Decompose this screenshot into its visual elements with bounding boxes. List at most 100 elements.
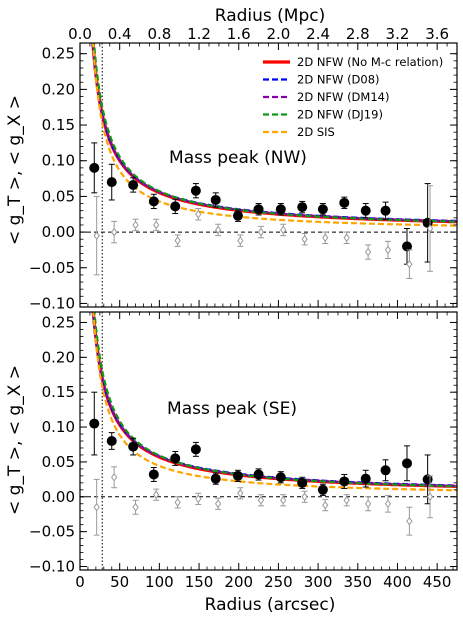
top-tick-label: 3.6: [425, 25, 449, 43]
tangential-point: [253, 203, 264, 216]
legend-label: 2D NFW (No M-c relation): [297, 55, 443, 69]
tangential-point: [210, 472, 221, 485]
tangential-point: [170, 198, 181, 215]
cross-point: [93, 478, 100, 536]
cross-point: [153, 218, 160, 232]
cross-point: [111, 220, 118, 244]
tangential-point: [106, 432, 117, 450]
top-axis: 0.0 0.4 0.8 1.2 1.6 2.0 2.4 2.8 3.2 3.6: [68, 25, 449, 43]
cross-point: [384, 494, 392, 513]
bottom-tick-label: 0: [75, 573, 85, 591]
y-tick-label: 0.05: [42, 187, 75, 205]
cross-point: [237, 487, 244, 500]
tangential-point: [380, 459, 391, 482]
tangential-point: [89, 142, 100, 194]
top-axis-label: Radius (Mpc): [215, 6, 325, 26]
cross-point: [132, 499, 139, 515]
tangential-point: [401, 445, 412, 482]
y-tick-label: 0.25: [42, 45, 75, 63]
tangential-point: [401, 228, 412, 265]
bottom-axis-label: Radius (arcsec): [205, 595, 336, 615]
top-tick-label: 0.0: [68, 25, 92, 43]
top-tick-label: 0.4: [108, 25, 132, 43]
bottom-tick-label: 50: [110, 573, 129, 591]
y-tick-label: 0.20: [42, 80, 75, 98]
data-points: [89, 142, 434, 279]
cross-point: [111, 466, 118, 489]
bottom-tick-label: 200: [224, 573, 253, 591]
tangential-point: [317, 203, 328, 216]
tangential-point: [380, 201, 391, 220]
top-tick-label: 3.2: [386, 25, 410, 43]
bottom-tick-label: 300: [304, 573, 333, 591]
legend-label: 2D NFW (DM14): [297, 90, 389, 104]
model-curve-4: [92, 43, 457, 223]
panel-label: Mass peak (SE): [167, 399, 297, 419]
tangential-point: [128, 437, 139, 456]
panel-axes: −0.10 −0.05 0.00 0.05 0.10 0.15 0.20 0.25: [29, 311, 458, 576]
bottom-tick-label: 150: [185, 573, 214, 591]
tangential-point: [275, 203, 286, 216]
model-curves: [80, 312, 457, 570]
top-tick-label: 0.8: [147, 25, 171, 43]
legend-label: 2D NFW (DJ19): [297, 108, 383, 122]
tangential-point: [89, 391, 100, 456]
tangential-point: [148, 466, 159, 482]
tangential-point: [339, 196, 350, 210]
cross-point: [301, 233, 308, 246]
y-tick-label: 0.00: [42, 488, 75, 506]
model-curve-5: [91, 43, 457, 227]
tangential-point: [339, 473, 350, 489]
y-tick-label: −0.05: [29, 523, 75, 541]
cross-point: [153, 488, 160, 501]
tangential-point: [190, 183, 201, 199]
cross-point: [406, 506, 413, 536]
cross-point: [280, 494, 287, 507]
tangential-point: [190, 441, 201, 457]
cross-point: [257, 494, 265, 507]
tangential-point: [210, 192, 221, 208]
top-tick-label: 1.6: [227, 25, 251, 43]
y-axis-label: < g_T >, < g_X >: [5, 95, 25, 245]
tangential-point: [253, 468, 264, 481]
cross-point: [214, 497, 222, 510]
y-tick-label: 0.00: [42, 223, 75, 241]
cross-point: [132, 218, 139, 232]
y-tick-label: 0.25: [42, 313, 75, 331]
panel-label: Mass peak (NW): [169, 148, 307, 168]
bottom-tick-label: 350: [343, 573, 372, 591]
tangential-point: [275, 471, 286, 484]
plot-frame: [79, 311, 458, 571]
cross-point: [426, 475, 434, 519]
tangential-point: [360, 203, 371, 219]
cross-point: [364, 496, 372, 512]
bottom-tick-label: 400: [383, 573, 412, 591]
legend-label: 2D NFW (D08): [297, 73, 380, 87]
bottom-tick-label: 250: [264, 573, 293, 591]
tangential-point: [297, 476, 308, 489]
cross-point: [195, 492, 202, 505]
cross-point: [174, 234, 181, 247]
model-curves: [80, 43, 457, 307]
tangential-point: [360, 469, 371, 488]
cross-point: [280, 223, 287, 237]
top-tick-label: 1.2: [187, 25, 211, 43]
tangential-point: [106, 163, 117, 201]
cross-point: [257, 225, 265, 239]
y-axis-label: < g_T >, < g_X >: [5, 365, 25, 515]
cross-point: [384, 240, 392, 259]
cross-point: [426, 185, 434, 272]
cross-point: [214, 223, 222, 237]
cross-point: [237, 234, 244, 247]
tangential-point: [148, 193, 159, 210]
tangential-point: [422, 183, 433, 263]
panel-se: −0.10 −0.05 0.00 0.05 0.10 0.15 0.20 0.25 Mass …: [5, 311, 458, 576]
cross-point: [343, 494, 350, 507]
y-tick-label: −0.05: [29, 259, 75, 277]
plot-frame: [79, 42, 458, 308]
tangential-point: [297, 200, 308, 214]
tangential-point: [232, 469, 243, 482]
cross-point: [322, 499, 329, 512]
tangential-point: [128, 177, 139, 193]
